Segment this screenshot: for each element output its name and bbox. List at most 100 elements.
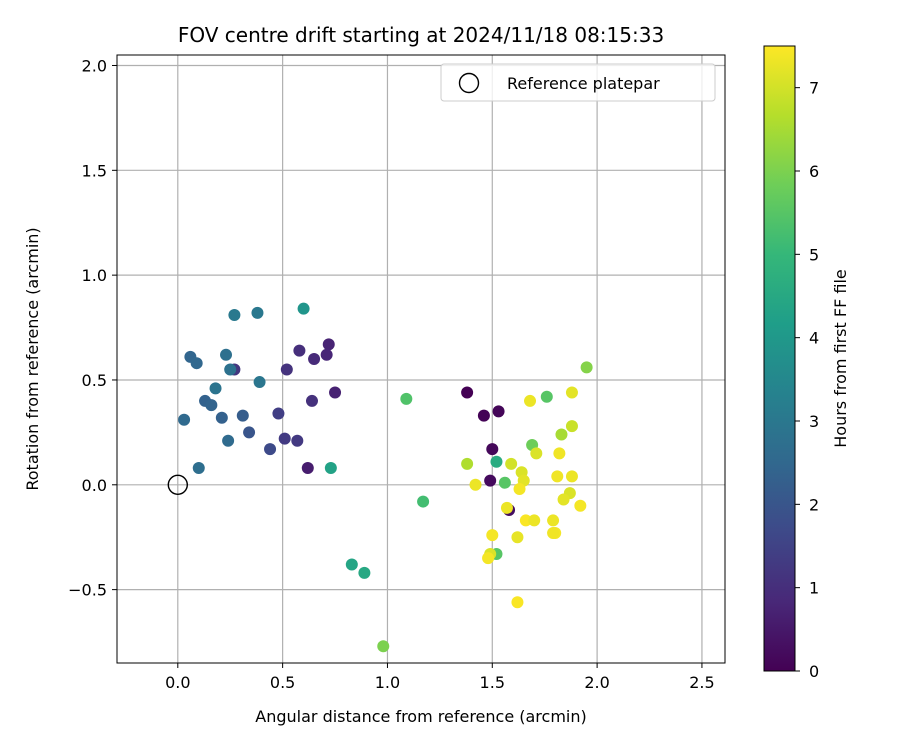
data-point	[505, 457, 518, 470]
data-point	[264, 443, 277, 456]
legend-entry-reference: Reference platepar	[507, 74, 660, 93]
y-axis-ticks: −0.5 0.0 0.5 1.0 1.5 2.0	[68, 56, 117, 600]
data-point	[498, 476, 511, 489]
data-point	[519, 514, 532, 527]
data-point	[547, 514, 560, 527]
data-point	[293, 344, 306, 357]
data-point	[228, 308, 241, 321]
data-point	[224, 363, 237, 376]
data-point	[278, 432, 291, 445]
colorbar-ticks: 0 1 2 3 4 5 6 7	[795, 79, 819, 681]
colorbar-tick-label: 7	[809, 79, 819, 98]
y-tick-label: 1.0	[82, 266, 107, 285]
data-point	[580, 361, 593, 374]
data-point	[222, 434, 235, 447]
data-point	[492, 405, 505, 418]
data-point	[215, 411, 228, 424]
x-tick-label: 0.5	[270, 673, 295, 692]
data-point	[209, 382, 222, 395]
colorbar-tick-label: 6	[809, 162, 819, 181]
data-point	[528, 514, 541, 527]
colorbar-gradient	[763, 45, 796, 672]
data-point	[308, 353, 321, 365]
data-point	[345, 558, 358, 571]
y-tick-label: 2.0	[82, 56, 107, 75]
colorbar-tick-label: 0	[809, 662, 819, 681]
data-point	[297, 302, 310, 315]
data-point	[220, 348, 233, 361]
x-tick-label: 1.5	[480, 673, 505, 692]
plot-frame	[116, 54, 726, 664]
data-point	[236, 409, 249, 422]
data-point	[513, 482, 526, 495]
data-point	[486, 443, 499, 456]
data-point	[511, 531, 524, 544]
data-point	[358, 566, 371, 579]
colorbar-tick-label: 2	[809, 495, 819, 514]
data-point	[320, 348, 333, 361]
data-point	[511, 596, 524, 609]
reference-platepar-marker	[167, 474, 189, 495]
data-point	[280, 363, 293, 376]
data-point	[574, 499, 587, 512]
legend-open-circle-marker	[458, 72, 480, 94]
data-point	[565, 470, 578, 483]
data-point	[272, 407, 285, 420]
data-point	[192, 462, 205, 475]
grid-lines	[117, 55, 725, 663]
data-point	[500, 501, 513, 514]
legend-box	[440, 63, 716, 102]
y-tick-label: 1.5	[82, 161, 107, 180]
data-point	[243, 426, 256, 439]
data-point	[482, 552, 495, 565]
data-point	[551, 470, 564, 483]
data-points	[178, 302, 593, 653]
data-point	[477, 409, 490, 422]
data-point	[329, 386, 342, 399]
data-point	[291, 434, 304, 447]
y-tick-label: 0.0	[82, 476, 107, 495]
y-axis-title: Rotation from reference (arcmin)	[23, 227, 42, 490]
data-point	[540, 390, 553, 403]
data-point	[486, 529, 499, 542]
data-point	[190, 357, 203, 370]
legend: Reference platepar	[440, 63, 716, 102]
x-axis-ticks: 0.0 0.5 1.0 1.5 2.0 2.5	[165, 663, 715, 692]
data-point	[555, 428, 568, 441]
chart-title: FOV centre drift starting at 2024/11/18 …	[178, 23, 664, 47]
colorbar-tick-label: 3	[809, 412, 819, 431]
x-tick-label: 1.0	[375, 673, 400, 692]
data-point	[530, 447, 543, 460]
y-tick-label: 0.5	[82, 371, 107, 390]
colorbar: 0 1 2 3 4 5 6 7 Hours from first FF file	[763, 45, 850, 681]
data-point	[565, 420, 578, 433]
data-point	[377, 640, 390, 653]
colorbar-tick-label: 5	[809, 245, 819, 264]
x-tick-label: 2.5	[689, 673, 714, 692]
data-point	[251, 306, 264, 319]
x-axis-title: Angular distance from reference (arcmin)	[255, 707, 586, 726]
data-point	[301, 462, 314, 475]
data-point	[461, 386, 474, 399]
data-point	[400, 392, 413, 405]
data-point	[547, 527, 560, 540]
colorbar-tick-label: 1	[809, 579, 819, 598]
reference-marker-layer	[167, 474, 189, 495]
x-tick-label: 2.0	[584, 673, 609, 692]
data-point	[553, 447, 566, 460]
data-point	[417, 495, 430, 508]
data-point	[205, 399, 218, 412]
data-point	[324, 462, 337, 475]
y-tick-label: −0.5	[68, 581, 107, 600]
data-point	[484, 474, 497, 487]
data-point	[469, 478, 482, 491]
data-point	[178, 413, 191, 426]
colorbar-title: Hours from first FF file	[831, 269, 850, 448]
data-point	[322, 338, 335, 351]
colorbar-tick-label: 4	[809, 329, 819, 348]
x-tick-label: 0.0	[165, 673, 190, 692]
data-point	[565, 386, 578, 399]
data-point	[253, 376, 266, 389]
data-point	[490, 455, 503, 468]
